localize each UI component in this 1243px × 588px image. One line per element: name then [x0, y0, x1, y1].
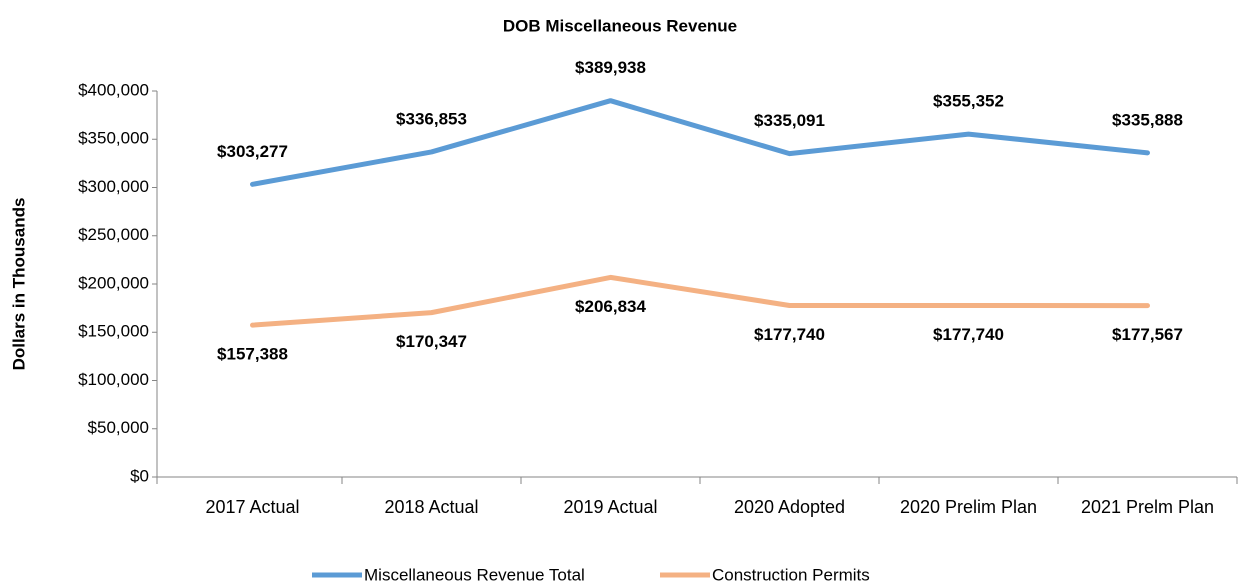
y-tick-label: $250,000	[78, 225, 149, 244]
y-tick-label: $100,000	[78, 370, 149, 389]
y-tick-label: $350,000	[78, 129, 149, 148]
y-tick-label: $200,000	[78, 273, 149, 292]
y-tick-label: $400,000	[78, 80, 149, 99]
legend-label: Construction Permits	[712, 565, 870, 584]
data-label: $177,567	[1112, 325, 1183, 344]
series-line	[250, 98, 1150, 187]
y-axis-label: Dollars in Thousands	[9, 198, 28, 371]
x-tick-label: 2019 Actual	[563, 497, 657, 517]
x-tick-label: 2020 Adopted	[734, 497, 845, 517]
y-tick-label: $50,000	[88, 418, 149, 437]
y-tick-label: $150,000	[78, 322, 149, 341]
data-label: $355,352	[933, 92, 1004, 111]
data-label: $303,277	[217, 142, 288, 161]
data-label: $206,834	[575, 297, 646, 316]
chart-title: DOB Miscellaneous Revenue	[503, 16, 737, 35]
y-tick-label: $300,000	[78, 177, 149, 196]
legend-label: Miscellaneous Revenue Total	[364, 565, 585, 584]
data-label: $157,388	[217, 345, 288, 364]
x-tick-label: 2018 Actual	[384, 497, 478, 517]
data-label: $335,091	[754, 111, 825, 130]
data-label: $389,938	[575, 58, 646, 77]
data-label: $177,740	[933, 325, 1004, 344]
x-tick-label: 2021 Prelm Plan	[1081, 497, 1214, 517]
series-line	[250, 274, 1150, 328]
x-tick-label: 2017 Actual	[205, 497, 299, 517]
data-label: $177,740	[754, 325, 825, 344]
data-label: $170,347	[396, 332, 467, 351]
data-label: $335,888	[1112, 110, 1183, 129]
data-label: $336,853	[396, 109, 467, 128]
y-tick-label: $0	[130, 466, 149, 485]
x-tick-label: 2020 Prelim Plan	[900, 497, 1037, 517]
